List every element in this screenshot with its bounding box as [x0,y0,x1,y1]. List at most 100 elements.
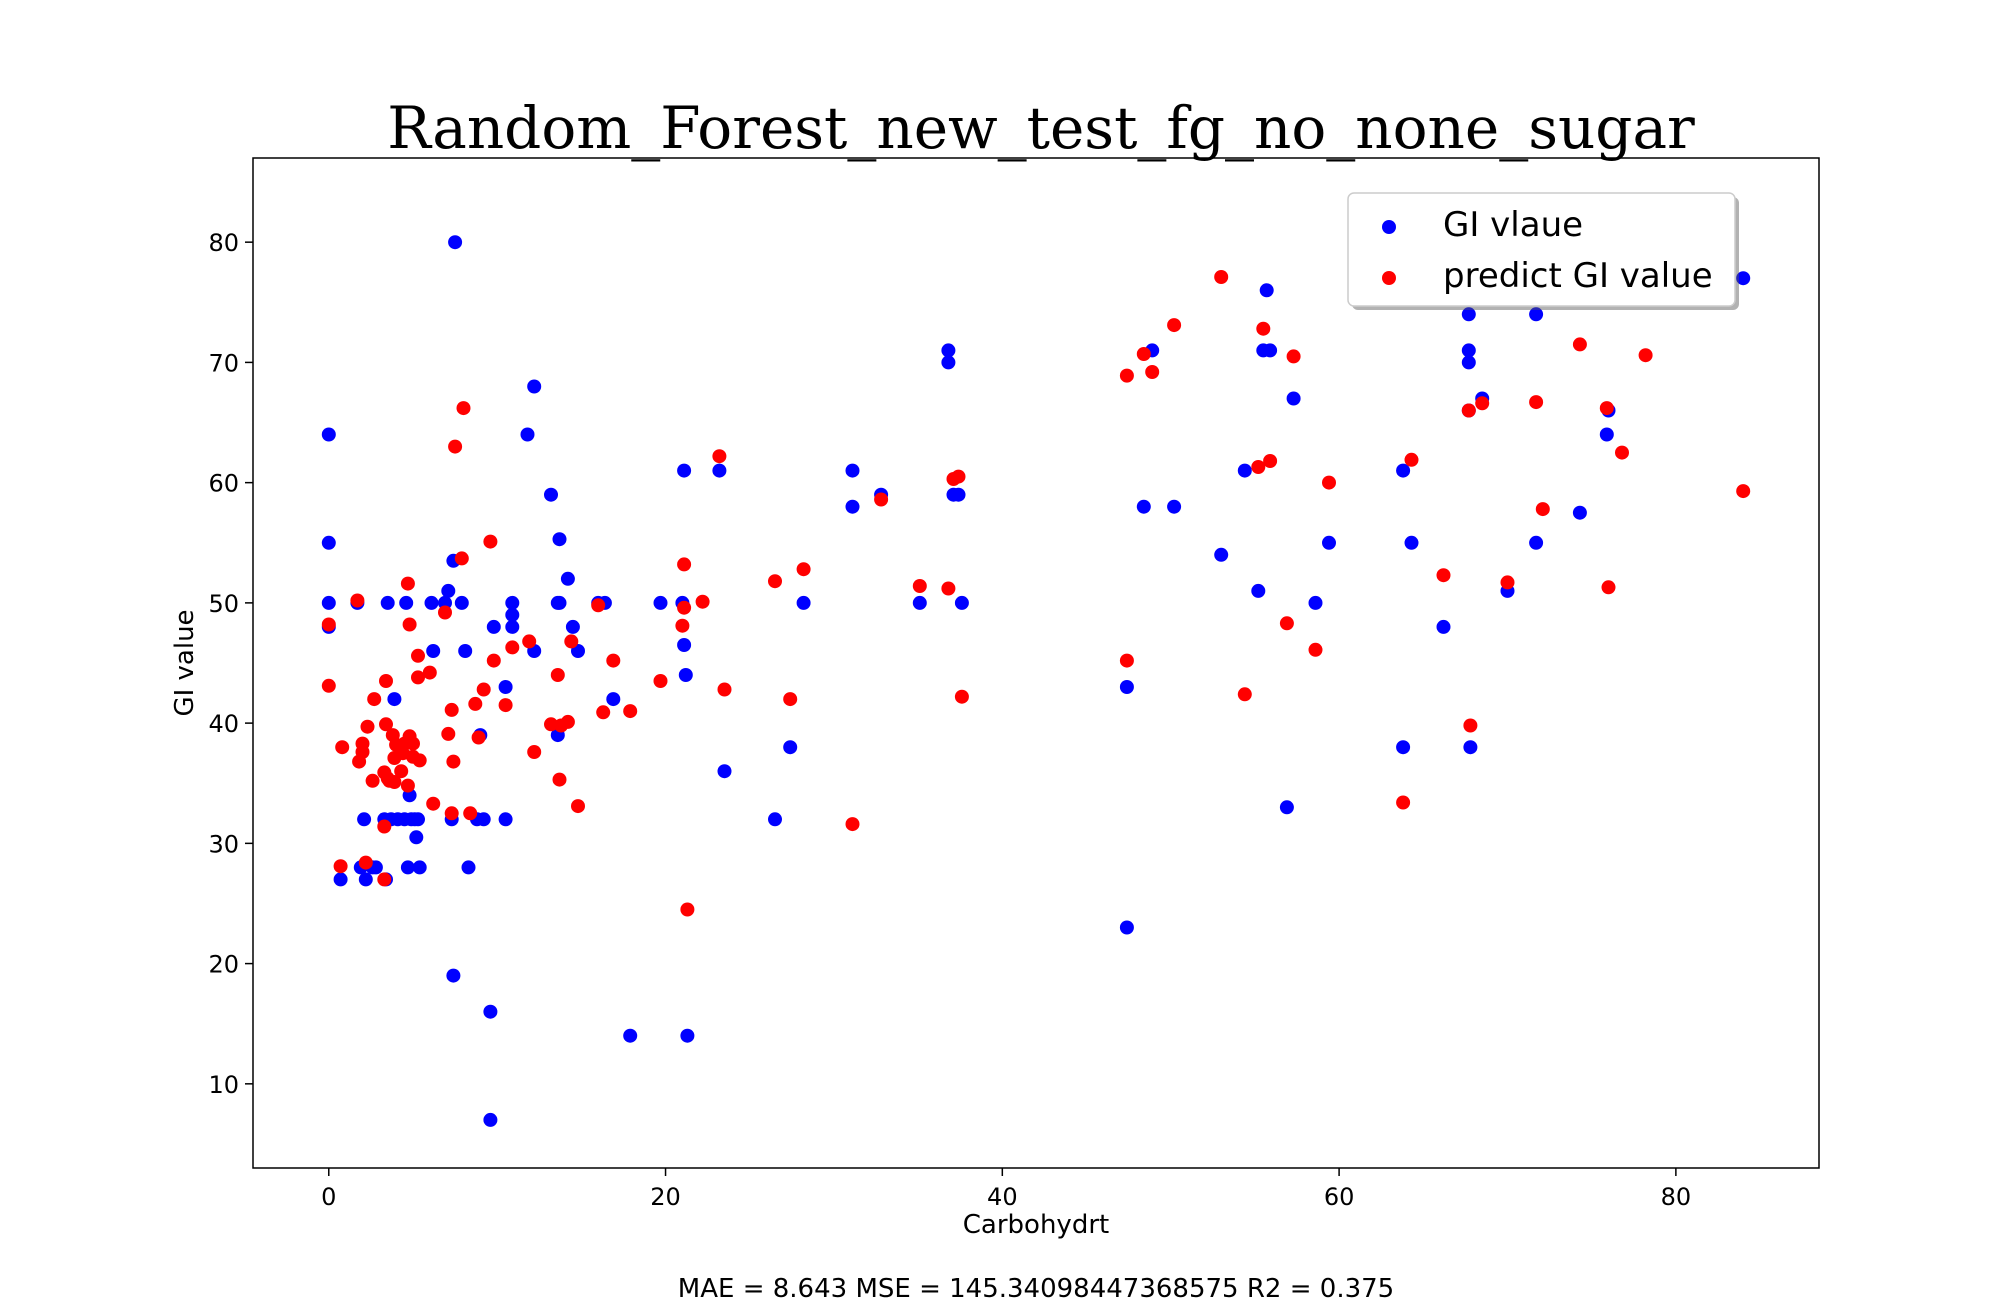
predict-gi-value-point [1463,718,1478,733]
predict-gi-value-point [941,581,956,596]
gi-value-point [1572,505,1587,520]
gi-value-point [1263,343,1278,358]
gi-value-point [912,595,927,610]
gi-value-point [1463,740,1478,755]
predict-gi-value-point [845,817,860,832]
y-tick-label: 70 [208,349,239,377]
predict-gi-value-point [412,753,427,768]
x-tick-label: 20 [650,1183,681,1211]
predict-gi-value-point [486,653,501,668]
gi-value-point [677,463,692,478]
x-tick-label: 40 [987,1183,1018,1211]
y-tick-label: 20 [208,951,239,979]
series-gi-value [321,235,1751,1127]
gi-value-point [565,619,580,634]
gi-value-point [1308,595,1323,610]
predict-gi-value-point [402,617,417,632]
gi-value-point [412,860,427,875]
predict-gi-value-point [527,745,542,759]
gi-value-point [426,644,441,658]
predict-gi-value-point [564,634,579,649]
predict-gi-value-point [358,855,373,870]
gi-value-point [321,535,336,550]
series-predict-gi-value [321,270,1751,917]
predict-gi-value-point [552,772,567,787]
predict-gi-value-point [596,705,611,720]
predict-gi-value-point [367,692,382,707]
predict-gi-value-point [426,796,441,811]
gi-value-point [1251,583,1266,598]
gi-value-point [1599,427,1614,442]
gi-value-point [552,595,567,610]
predict-gi-value-point [355,736,370,751]
legend-label-gi-value: GI vlaue [1443,205,1583,245]
predict-gi-value-point [411,670,425,685]
predict-gi-value-point [653,674,668,688]
predict-gi-value-point [1461,403,1476,418]
gi-value-point [1286,391,1301,406]
predict-gi-value-point [411,648,425,663]
predict-gi-value-point [377,819,392,834]
gi-value-point [505,619,520,634]
predict-gi-value-point [377,872,392,887]
predict-gi-value-point [1256,321,1271,336]
gi-value-point [498,812,513,827]
predict-gi-value-point [1615,445,1629,460]
predict-gi-value-point [1736,484,1751,499]
gi-value-point [623,1028,638,1043]
gi-value-point [1529,307,1544,322]
predict-gi-value-point [365,773,380,788]
gi-value-point [1396,463,1411,478]
gi-value-point [321,595,336,610]
predict-gi-value-point [446,754,461,769]
predict-gi-value-point [456,401,471,416]
predict-gi-value-point [463,806,478,821]
gi-value-point [653,595,668,610]
gi-value-point [941,355,956,370]
gi-value-point [552,532,567,547]
gi-value-point [411,812,425,827]
gi-value-point [424,595,439,610]
predict-gi-value-point [454,551,469,566]
predict-gi-value-point [796,562,811,577]
predict-gi-value-point [768,574,782,589]
gi-value-point [357,812,372,827]
predict-gi-value-point [695,594,710,609]
gi-value-point [387,692,402,707]
gi-value-point [1736,271,1751,286]
gi-value-point [399,595,414,610]
legend: GI vlaue predict GI value [1347,192,1739,310]
predict-gi-value-point [468,696,483,711]
x-axis: 0 20 40 60 80 [321,1168,1691,1211]
y-tick-label: 40 [208,710,239,738]
predict-gi-value-point [379,674,393,688]
predict-gi-value-point [1535,502,1550,517]
gi-value-point [483,1112,498,1127]
predict-gi-value-point [400,778,415,793]
y-tick-label: 10 [208,1071,239,1099]
predict-gi-value-point [1119,653,1134,668]
gi-value-point [400,860,415,875]
metrics-text: MAE = 8.643 MSE = 145.34098447368575 R2 … [678,1274,1394,1300]
gi-value-point [1436,619,1451,634]
predict-gi-value-point [471,730,486,745]
predict-gi-value-point [712,449,727,464]
predict-gi-value-point [422,665,437,680]
gi-value-point [505,595,520,610]
gi-value-point [677,638,692,652]
gi-value-point [1259,283,1274,298]
predict-gi-value-point [1436,568,1451,583]
y-axis-label: GI value [170,609,200,716]
predict-gi-value-point [522,634,537,649]
y-tick-label: 60 [208,470,239,498]
gi-value-point [845,499,860,514]
predict-gi-value-point [1279,616,1294,631]
predict-gi-value-point [675,618,690,633]
gi-value-point [954,595,969,610]
predict-gi-value-point [1263,454,1278,468]
gi-value-point [321,427,336,442]
gi-value-point [796,595,811,610]
gi-value-point [486,619,501,634]
predict-gi-value-point [677,600,692,615]
predict-gi-value-point [1237,687,1252,702]
